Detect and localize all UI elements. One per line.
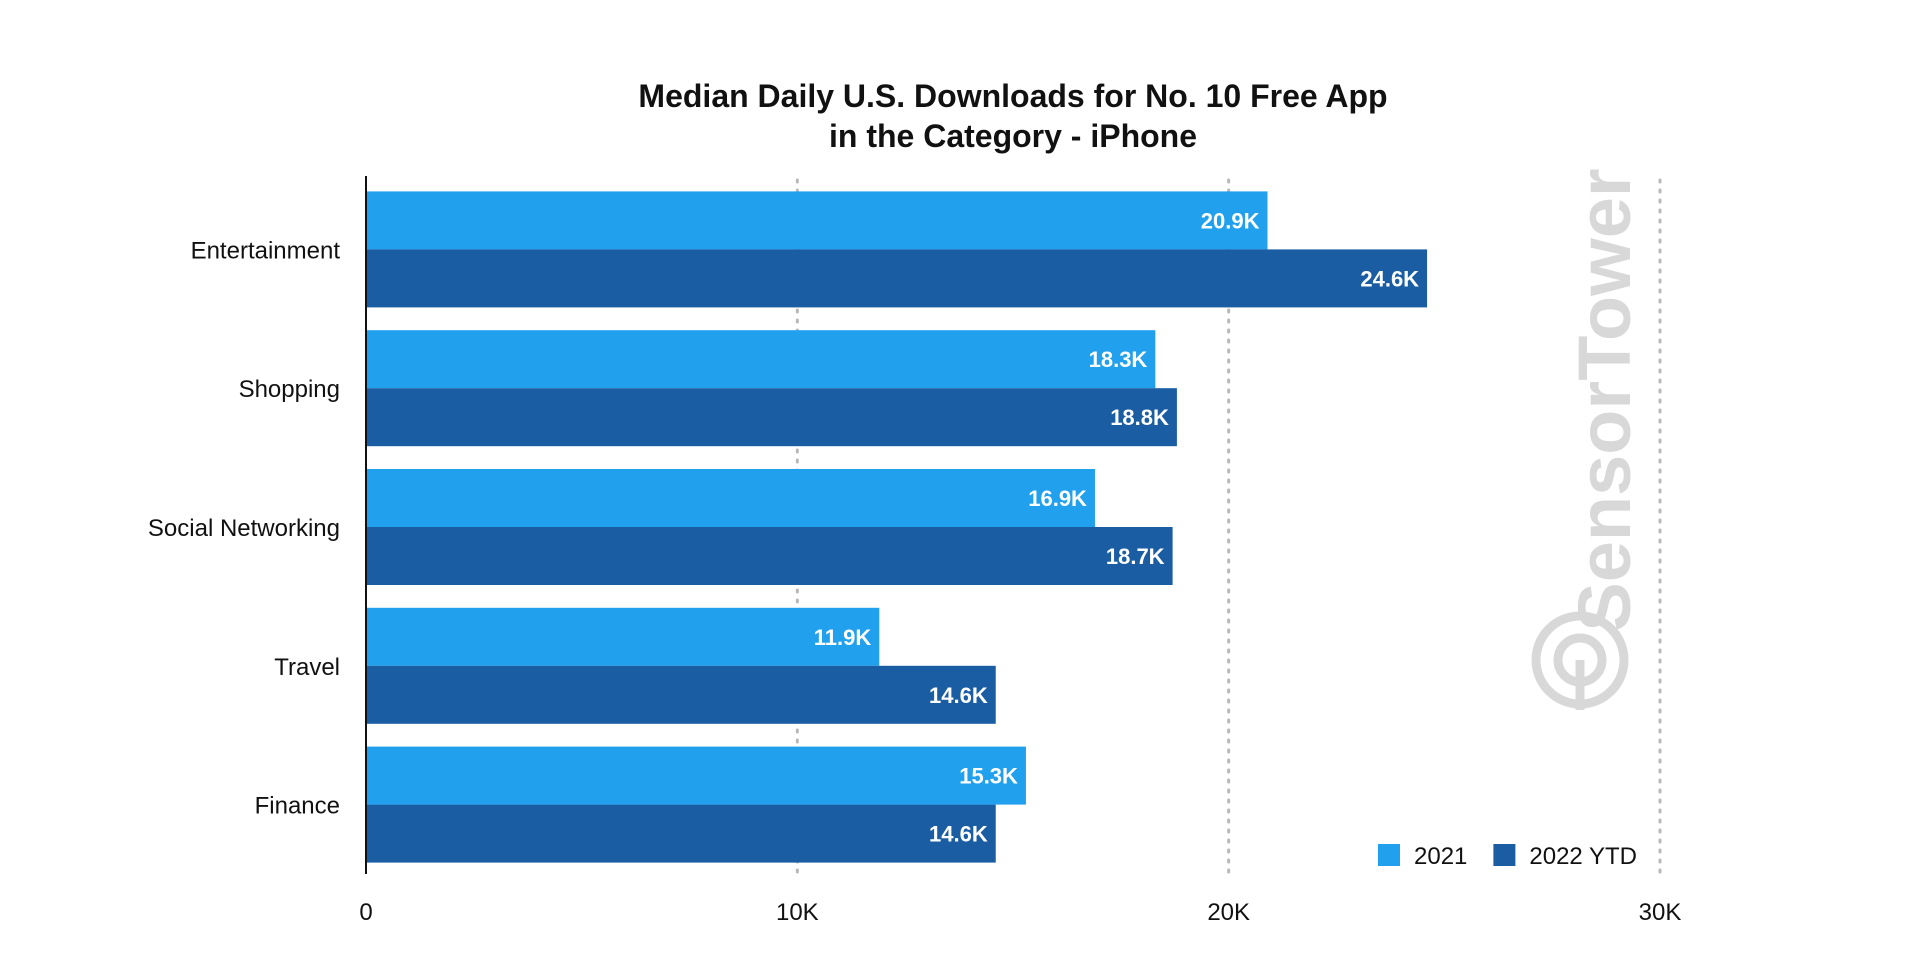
watermark: SensorTower xyxy=(1531,168,1646,710)
bar xyxy=(366,469,1095,527)
value-labels: 20.9K 24.6K 18.3K 18.8K 16.9K 18.7K 11.9K 14.6K… xyxy=(814,208,1419,846)
category-label: Finance xyxy=(255,793,340,820)
data-label: 24.6K xyxy=(1360,266,1419,291)
data-label: 15.3K xyxy=(959,764,1018,789)
bar xyxy=(366,527,1173,585)
chart-title-line-1: Median Daily U.S. Downloads for No. 10 F… xyxy=(638,78,1388,114)
data-label: 18.3K xyxy=(1089,347,1148,372)
bar xyxy=(366,330,1156,389)
data-label: 18.8K xyxy=(1110,405,1169,430)
legend-swatch xyxy=(1493,844,1516,866)
bar xyxy=(366,665,996,724)
bar xyxy=(366,746,1026,805)
data-label: 14.6K xyxy=(929,822,988,847)
bar xyxy=(366,804,996,863)
data-label: 11.9K xyxy=(814,625,872,650)
legend: 2021 2022 YTD xyxy=(1378,843,1637,870)
chart-title: Median Daily U.S. Downloads for No. 10 F… xyxy=(0,76,1918,156)
legend-label: 2022 YTD xyxy=(1529,843,1637,870)
data-label: 14.6K xyxy=(929,683,988,708)
bars xyxy=(366,191,1428,863)
x-tick-label: 10K xyxy=(776,899,819,926)
x-axis-ticks: 0 10K 20K 30K xyxy=(359,899,1681,926)
bar xyxy=(366,249,1428,308)
bar xyxy=(366,607,880,666)
legend-swatch xyxy=(1378,844,1400,866)
data-label: 20.9K xyxy=(1201,208,1260,233)
sensor-tower-logo-icon xyxy=(1531,611,1629,710)
category-labels: Entertainment Shopping Social Networking Tr… xyxy=(148,237,340,819)
data-label: 18.7K xyxy=(1106,544,1165,569)
category-label: Shopping xyxy=(239,376,340,403)
data-label: 16.9K xyxy=(1028,486,1087,511)
x-tick-label: 20K xyxy=(1207,899,1250,926)
x-tick-label: 30K xyxy=(1639,899,1682,926)
category-label: Travel xyxy=(274,654,340,681)
bar xyxy=(366,388,1177,447)
category-label: Entertainment xyxy=(191,237,341,264)
legend-label: 2021 xyxy=(1414,843,1467,870)
category-label: Social Networking xyxy=(148,515,340,542)
watermark-text: SensorTower xyxy=(1563,168,1646,631)
bar xyxy=(366,191,1268,250)
chart-title-line-2: in the Category - iPhone xyxy=(828,118,1198,154)
x-tick-label: 0 xyxy=(359,899,372,926)
